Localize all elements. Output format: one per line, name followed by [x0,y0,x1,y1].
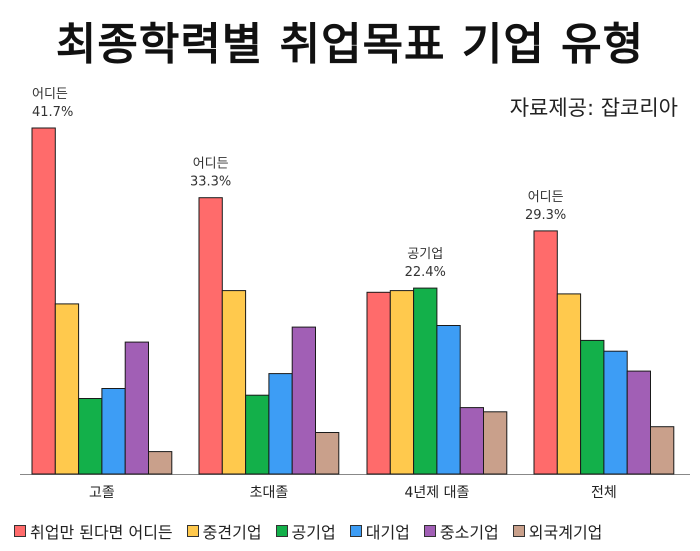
bar-0-2 [78,398,103,475]
legend-swatch [423,525,436,537]
x-tick-label: 전체 [591,485,617,501]
annotation-label: 공기업 [407,247,443,262]
legend-item: 대기업 [349,519,410,543]
bar-1-5 [315,432,340,475]
legend-label: 중소기업 [439,523,499,542]
annotation-value: 33.3% [190,175,231,190]
bar-2-0 [366,291,391,475]
legend-item: 공기업 [275,519,336,543]
bar-3-2 [580,339,605,475]
source-note: 자료제공: 잡코리아 [509,96,678,120]
chart-title: 최종학력별 취업목표 기업 유형 [55,19,645,70]
bar-2-2 [413,287,438,475]
annotation-label: 어디든 [193,157,229,172]
legend-swatch [275,525,288,537]
legend-item: 취업만 된다면 어디든 [14,519,173,543]
annotation-value: 29.3% [525,208,566,223]
legend-item: 중견기업 [186,519,262,543]
bar-1-1 [221,290,247,475]
bar-0-0 [31,127,56,475]
annotation-value: 41.7% [32,105,73,120]
legend-label: 대기업 [365,523,410,542]
legend: 취업만 된다면 어디든 중견기업 공기업 대기업 중소기업 외국계기업 [14,519,694,543]
legend-swatch [14,525,26,537]
legend-swatch [349,525,362,537]
legend-swatch [186,525,199,537]
annotation-label: 어디든 [32,87,68,102]
bar-2-1 [389,290,415,475]
bar-3-0 [533,230,558,475]
bar-2-5 [483,411,508,475]
bar-3-1 [556,293,582,475]
bar-3-4 [626,370,652,475]
legend-swatch [512,525,525,537]
bar-0-4 [124,341,149,475]
bar-0-3 [101,388,126,475]
legend-item: 외국계기업 [512,519,603,543]
bar-2-3 [436,325,461,475]
bar-chart: 고졸 초대졸 4년제 대졸 전체 어디든 41.7% 어디든 33.3% 공기업 22.4% 어디든… [20,87,690,501]
legend-item: 중소기업 [423,519,499,543]
bar-0-1 [54,303,80,475]
annotation-label: 어디든 [528,190,564,205]
x-tick-label: 초대졸 [250,485,289,501]
bar-1-2 [245,394,270,475]
bar-1-4 [291,326,317,475]
bar-3-3 [603,350,628,475]
bar-1-0 [198,197,223,475]
legend-label: 중견기업 [202,523,262,542]
annotation-value: 22.4% [405,265,446,280]
legend-label: 공기업 [291,523,336,542]
bar-0-5 [148,451,173,475]
legend-label: 취업만 된다면 어디든 [30,523,173,542]
bar-3-5 [650,426,675,475]
x-tick-label: 4년제 대졸 [404,485,469,501]
x-tick-label: 고졸 [89,485,115,501]
legend-label: 외국계기업 [528,523,603,542]
bar-1-3 [268,373,293,475]
bar-2-4 [459,407,485,475]
